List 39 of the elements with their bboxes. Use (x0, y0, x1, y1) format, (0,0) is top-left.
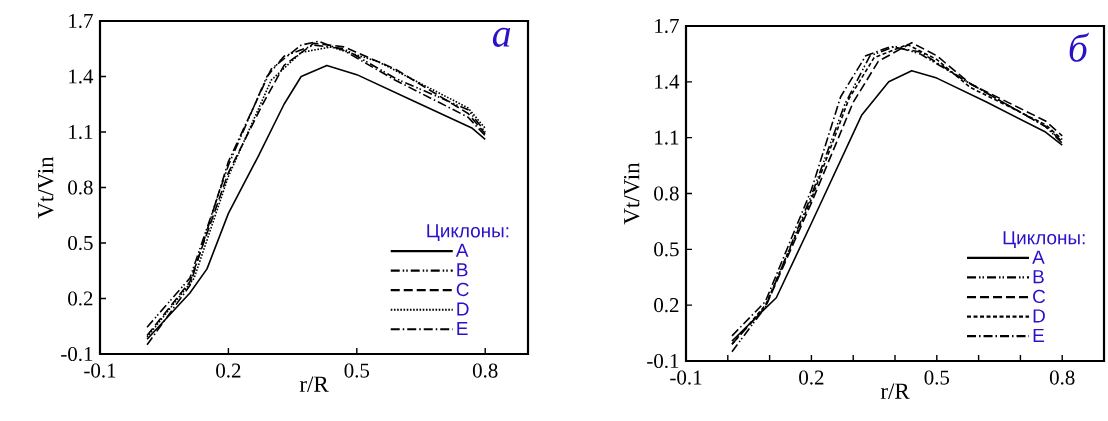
x-tick-label: 0.2 (216, 363, 241, 378)
legend-label: C (456, 282, 469, 297)
y-axis-title: Vt/Vin (38, 156, 54, 219)
y-tick-label: 0.2 (68, 291, 93, 306)
y-tick-label: 1.1 (69, 124, 93, 140)
y-tick-label: 0.8 (654, 186, 679, 201)
x-axis-title: r/R (880, 383, 910, 399)
x-tick-label: 0.8 (472, 363, 498, 378)
annotation: a (492, 27, 511, 48)
y-tick-label: 0.8 (68, 180, 93, 195)
y-tick-label: 1.4 (69, 69, 94, 84)
legend-label: A (455, 243, 469, 257)
x-tick-label: -0.1 (670, 370, 702, 385)
y-tick-label: 0.5 (68, 235, 93, 251)
y-tick-label: 1.4 (655, 74, 680, 89)
legend-label: B (457, 263, 468, 277)
y-axis-title: Vt/Vin (624, 162, 640, 225)
legend-title: Циклоны: (427, 224, 509, 242)
legend-label: C (1033, 289, 1046, 304)
legend-label: A (1032, 250, 1045, 264)
x-tick-label: 0.8 (1049, 370, 1075, 385)
x-tick-label: 0.2 (799, 370, 824, 385)
y-tick-label: 0.5 (654, 242, 679, 257)
y-tick-label: 1.1 (655, 130, 679, 145)
y-tick-label: 0.2 (654, 298, 679, 313)
legend-label: B (1033, 270, 1044, 284)
x-tick-label: -0.1 (84, 363, 116, 378)
y-tick-label: -0.1 (61, 346, 93, 362)
legend-title: Циклоны: (1003, 231, 1085, 248)
x-tick-label: 0.5 (924, 370, 950, 385)
legend-label: D (1033, 309, 1045, 323)
legend-label: E (457, 321, 468, 335)
legend-label: E (1033, 328, 1044, 342)
y-tick-label: 1.7 (655, 18, 679, 34)
y-tick-label: 1.7 (69, 13, 93, 29)
annotation: б (1069, 32, 1090, 62)
x-axis-title: r/R (299, 376, 329, 392)
x-tick-label: 0.5 (344, 363, 370, 378)
legend-label: D (457, 302, 469, 316)
